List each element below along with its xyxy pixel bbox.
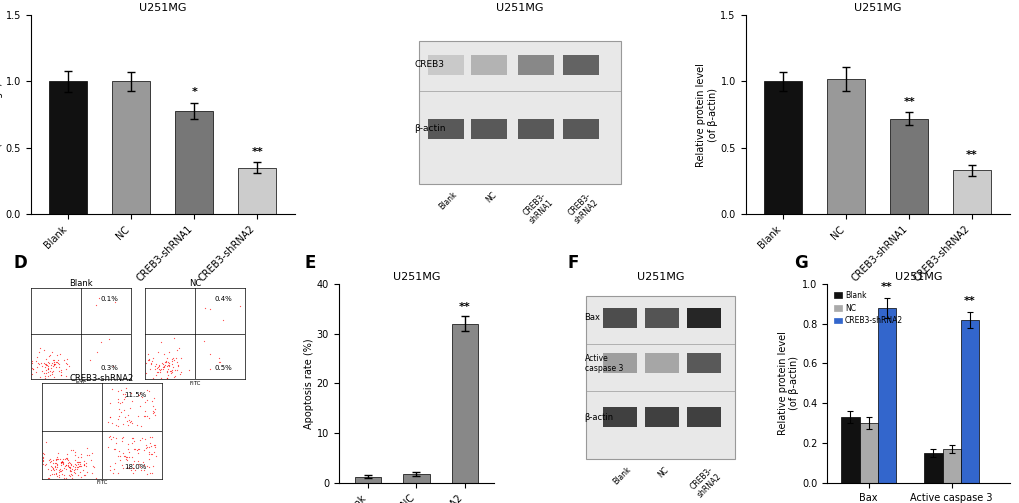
Text: Blank: Blank [437,190,459,212]
FancyBboxPatch shape [562,55,598,75]
Text: **: ** [251,147,263,157]
FancyBboxPatch shape [644,354,679,373]
FancyBboxPatch shape [471,119,506,138]
Bar [355,477,381,483]
Text: F: F [567,254,578,272]
Bar [923,453,942,483]
Title: U251MG: U251MG [392,272,439,282]
Title: U251MG: U251MG [139,3,186,13]
FancyBboxPatch shape [419,41,621,184]
FancyBboxPatch shape [471,55,506,75]
Text: **: ** [459,302,470,312]
FancyBboxPatch shape [428,119,464,138]
FancyBboxPatch shape [602,354,637,373]
Text: *: * [192,88,197,98]
Bar [175,111,213,214]
Text: CREB3: CREB3 [414,60,444,69]
Text: CREB3-
shRNA2: CREB3- shRNA2 [566,190,600,225]
Bar [942,449,960,483]
Title: U251MG: U251MG [894,272,942,282]
Bar [451,323,478,483]
FancyBboxPatch shape [586,296,735,459]
Bar [50,81,88,214]
Title: U251MG: U251MG [853,3,901,13]
Bar [826,79,864,214]
Bar [952,171,989,214]
Text: CREB3-
shRNA1: CREB3- shRNA1 [520,190,555,225]
Text: CREB3-
shRNA2: CREB3- shRNA2 [688,465,722,500]
FancyBboxPatch shape [518,119,553,138]
Text: β-actin: β-actin [414,124,445,133]
Text: Active
caspase 3: Active caspase 3 [584,354,623,373]
Text: Bax: Bax [584,313,600,322]
Y-axis label: Relative protein level
(of β-actin): Relative protein level (of β-actin) [776,331,799,435]
Text: G: G [794,254,807,272]
Bar [877,308,896,483]
Text: E: E [305,254,316,272]
FancyBboxPatch shape [686,308,720,327]
FancyBboxPatch shape [686,354,720,373]
Text: **: ** [880,282,892,292]
FancyBboxPatch shape [518,55,553,75]
Bar [763,81,801,214]
Bar [890,119,927,214]
FancyBboxPatch shape [602,308,637,327]
FancyBboxPatch shape [428,55,464,75]
Legend: Blank, NC, CREB3-shRNA2: Blank, NC, CREB3-shRNA2 [830,288,905,328]
Text: **: ** [965,150,977,160]
Title: U251MG: U251MG [496,3,543,13]
Text: β-actin: β-actin [584,412,613,422]
Text: Blank: Blank [610,465,632,486]
Bar [841,417,859,483]
Y-axis label: Relative CREB3 level
(fold change): Relative CREB3 level (fold change) [0,64,3,165]
Bar [238,167,276,214]
Bar [403,474,429,483]
Title: U251MG: U251MG [636,272,684,282]
Text: **: ** [963,296,975,306]
FancyBboxPatch shape [644,407,679,427]
Y-axis label: Apoptosis rate (%): Apoptosis rate (%) [304,338,314,429]
FancyBboxPatch shape [562,119,598,138]
Text: C: C [687,0,699,3]
Text: NC: NC [483,190,497,204]
FancyBboxPatch shape [602,407,637,427]
FancyBboxPatch shape [644,308,679,327]
Bar [960,319,978,483]
Y-axis label: Relative protein level
(of β-actin): Relative protein level (of β-actin) [695,63,717,166]
Bar [859,423,877,483]
FancyBboxPatch shape [686,407,720,427]
Text: D: D [13,254,26,272]
Text: B: B [380,0,393,3]
Text: **: ** [903,97,914,107]
Bar [112,81,150,214]
Text: NC: NC [656,465,671,479]
